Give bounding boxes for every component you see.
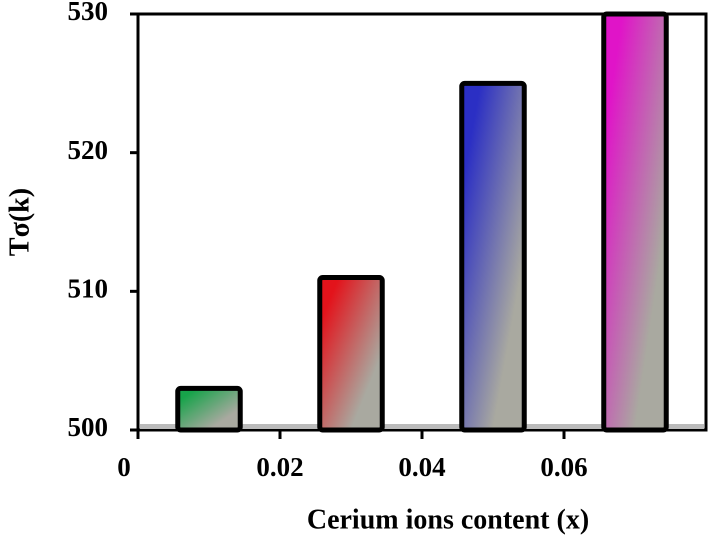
y-tick-label: 520 xyxy=(68,135,109,165)
bar xyxy=(601,11,669,433)
baseline-strip xyxy=(140,424,704,429)
x-axis-label: Cerium ions content (x) xyxy=(307,504,589,535)
x-tick-label: 0.06 xyxy=(540,452,587,482)
bar xyxy=(459,80,527,433)
y-tick-label: 500 xyxy=(68,412,109,442)
bar xyxy=(317,274,385,433)
x-tick-label: 0.02 xyxy=(256,452,303,482)
y-axis-label: Tσ(k) xyxy=(4,188,35,256)
x-tick-label: 0 xyxy=(117,452,131,482)
bar xyxy=(175,385,243,433)
y-tick-label: 530 xyxy=(68,0,109,26)
y-tick-label: 510 xyxy=(68,274,109,304)
x-tick-label: 0.04 xyxy=(398,452,445,482)
